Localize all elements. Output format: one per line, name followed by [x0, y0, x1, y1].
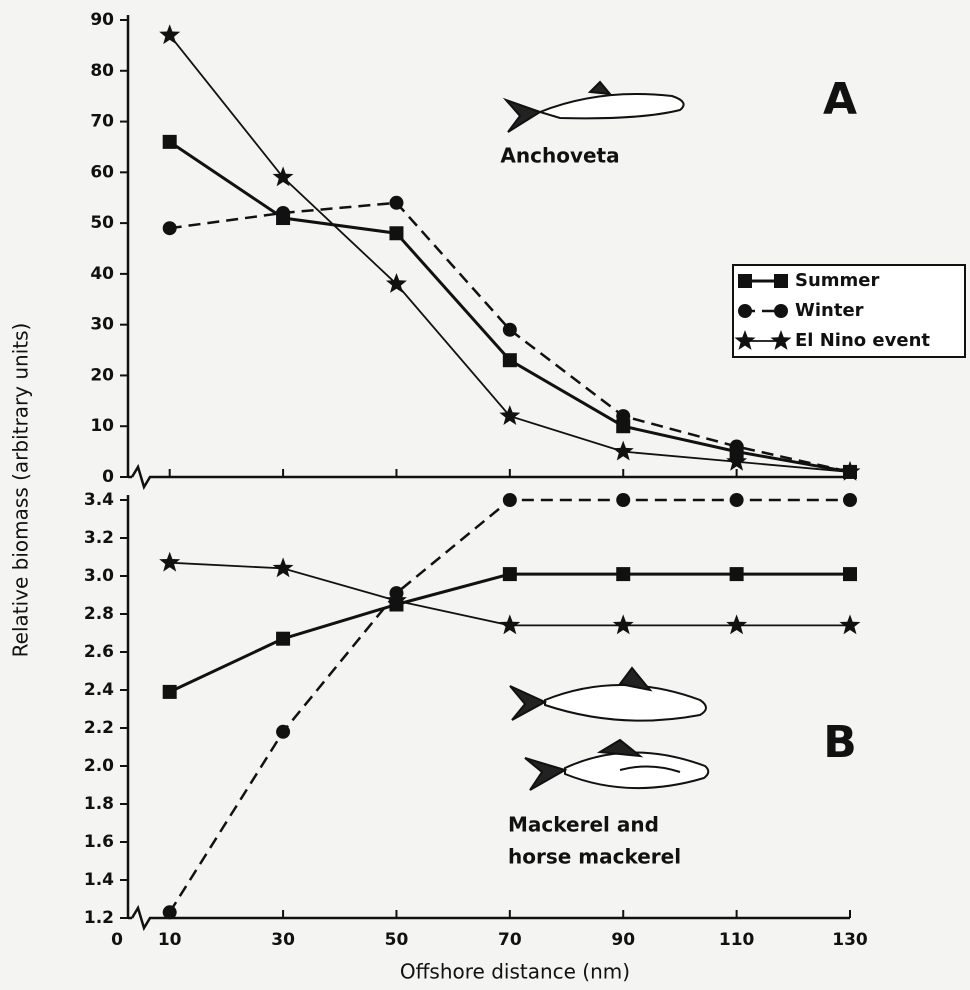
y-tick-label: 2.4 — [84, 680, 114, 700]
y-tick-label: 50 — [90, 213, 114, 233]
marker-square — [276, 631, 291, 646]
x-tick-label: 10 — [158, 930, 182, 950]
y-tick-label: 80 — [90, 61, 114, 81]
y-tick-label: 20 — [90, 365, 114, 385]
marker-circle — [162, 905, 177, 920]
legend-label: Summer — [795, 270, 879, 291]
marker-circle — [502, 493, 517, 507]
y-tick-label: 1.2 — [84, 908, 114, 928]
marker-star — [612, 614, 634, 635]
y-tick-label: 90 — [90, 10, 114, 30]
axis-break — [130, 463, 156, 491]
axis-break — [130, 904, 156, 932]
marker-square — [389, 226, 404, 241]
marker-circle — [389, 195, 404, 210]
marker-star — [734, 330, 756, 350]
annotation: horse mackerel — [508, 845, 681, 869]
x-tick-label: 70 — [498, 930, 522, 950]
marker-circle — [616, 409, 631, 424]
annotation: Mackerel and — [508, 813, 659, 837]
y-tick-label: 2.6 — [84, 642, 114, 662]
y-tick-label: 3.0 — [84, 566, 114, 586]
mackerel-drawing — [509, 666, 710, 791]
anchoveta-drawing — [502, 80, 685, 133]
marker-star — [726, 614, 748, 635]
marker-square — [774, 274, 788, 288]
y-tick-label: 70 — [90, 112, 114, 132]
annotation: Anchoveta — [500, 144, 619, 168]
marker-star — [839, 460, 861, 481]
marker-star — [386, 589, 407, 610]
x-tick-label: 130 — [832, 930, 868, 950]
marker-circle — [502, 322, 517, 337]
y-tick-label: 3.2 — [84, 528, 114, 548]
marker-star — [839, 614, 861, 635]
marker-star — [499, 614, 521, 635]
x-tick-label: 0 — [111, 930, 123, 950]
y-tick-label: 40 — [90, 264, 114, 284]
marker-star — [272, 557, 294, 578]
marker-square — [738, 274, 752, 288]
y-tick-label: 1.4 — [84, 870, 114, 890]
y-tick-label: 2.2 — [84, 718, 114, 738]
y-tick-label: 0 — [102, 467, 114, 487]
marker-square — [502, 353, 517, 368]
y-tick-label: 60 — [90, 162, 114, 182]
y-tick-label: 30 — [90, 315, 114, 335]
y-tick-label: 1.6 — [84, 832, 114, 852]
x-tick-label: 30 — [271, 930, 295, 950]
x-tick-label: 90 — [611, 930, 635, 950]
marker-square — [729, 567, 744, 582]
marker-circle — [276, 724, 291, 739]
marker-circle — [729, 439, 744, 454]
x-tick-label: 50 — [385, 930, 409, 950]
marker-circle — [276, 205, 291, 220]
x-axis-label: Offshore distance (nm) — [400, 960, 630, 984]
marker-circle — [774, 304, 788, 318]
marker-square — [162, 684, 177, 699]
legend-label: El Nino event — [795, 330, 930, 351]
marker-star — [612, 440, 634, 461]
marker-star — [159, 24, 181, 45]
marker-star — [770, 330, 792, 350]
marker-star — [272, 166, 294, 187]
y-axis-label: Relative biomass (arbitrary units) — [9, 323, 33, 658]
x-tick-label: 110 — [719, 930, 755, 950]
marker-square — [502, 567, 517, 582]
marker-circle — [162, 221, 177, 236]
marker-circle — [738, 304, 752, 318]
legend-label: Winter — [795, 300, 864, 321]
y-tick-label: 2.0 — [84, 756, 114, 776]
legend: Summer Winter El Nino event — [732, 264, 966, 358]
marker-square — [616, 419, 631, 434]
marker-square — [162, 134, 177, 149]
marker-circle — [616, 493, 631, 507]
series-line — [169, 572, 850, 694]
marker-star — [726, 450, 748, 471]
marker-star — [499, 405, 521, 425]
y-tick-label: 3.4 — [84, 490, 114, 510]
marker-star — [159, 551, 181, 572]
y-tick-label: 10 — [90, 416, 114, 436]
y-tick-label: 1.8 — [84, 794, 114, 814]
marker-square — [616, 567, 631, 582]
marker-square — [843, 567, 857, 582]
marker-circle — [843, 493, 857, 507]
panel-label: B — [823, 717, 857, 768]
marker-star — [386, 273, 407, 293]
marker-circle — [729, 493, 744, 507]
panel-label: A — [823, 74, 857, 125]
y-tick-label: 2.8 — [84, 604, 114, 624]
